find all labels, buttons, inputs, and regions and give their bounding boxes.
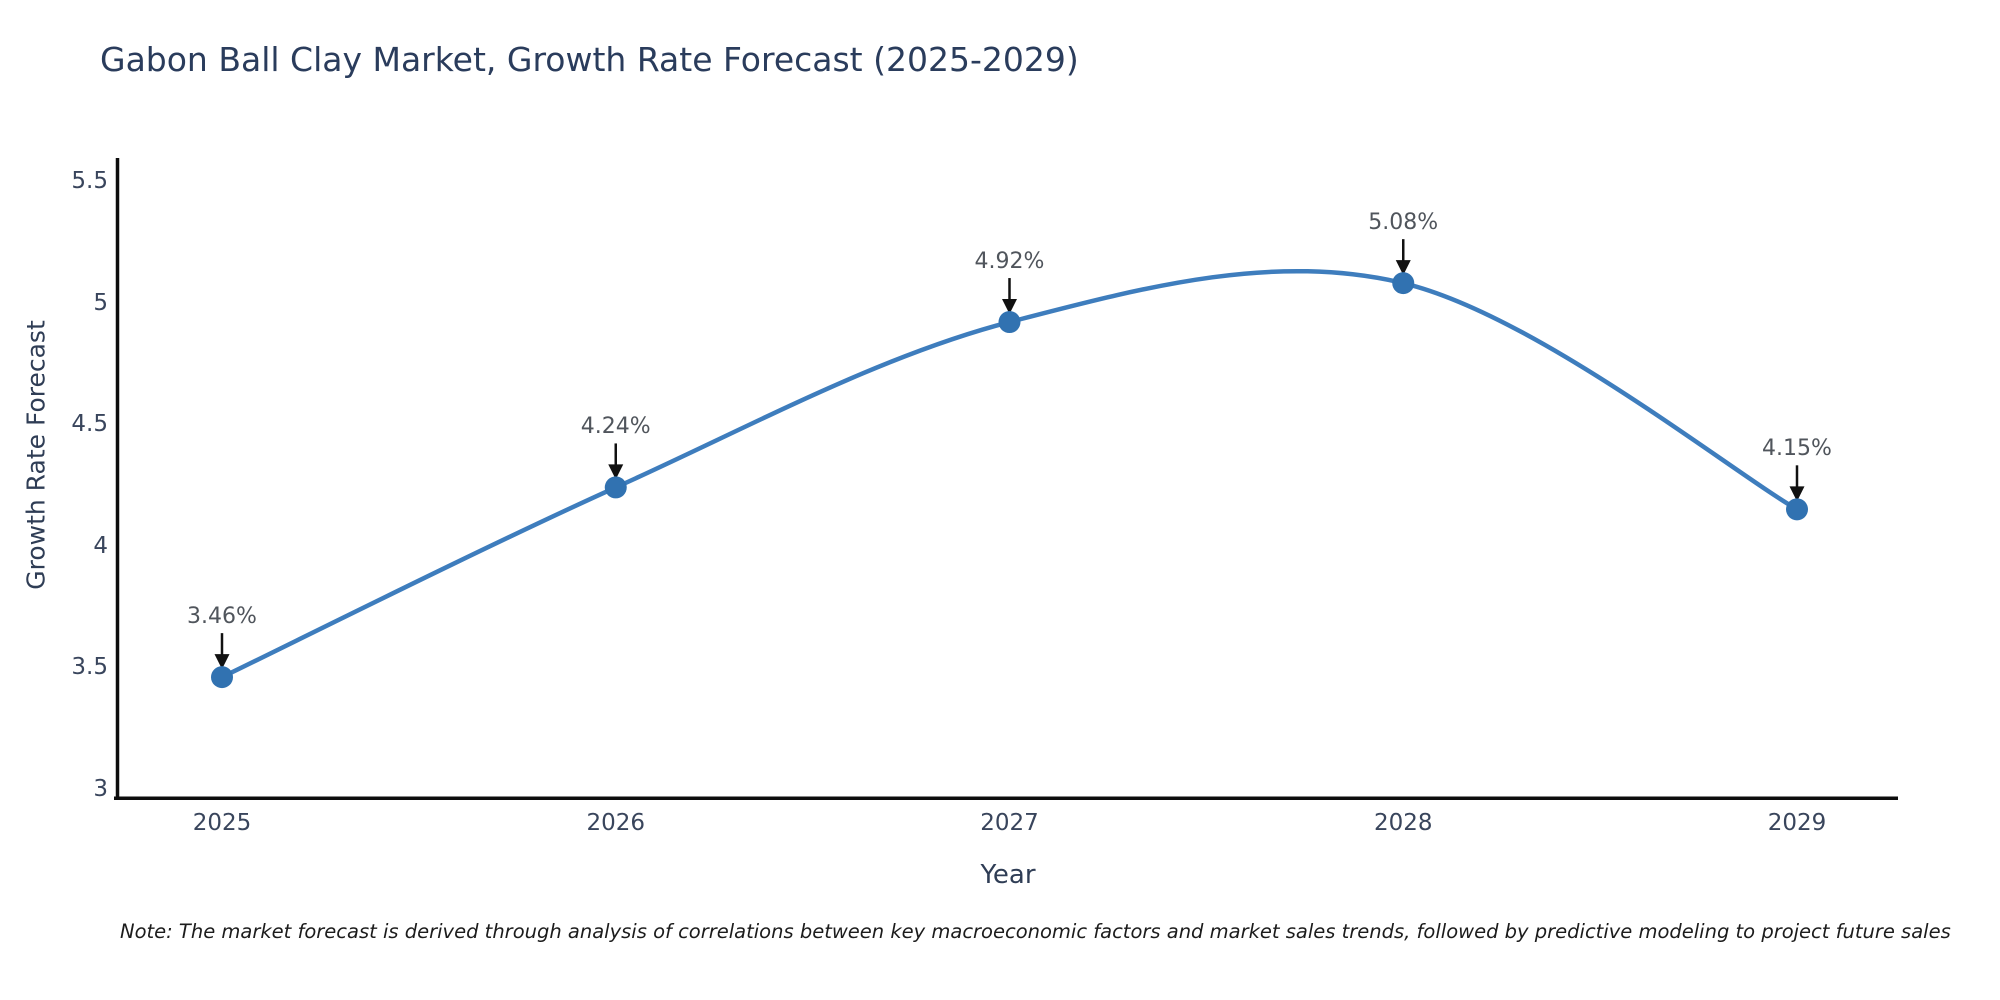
chart-title: Gabon Ball Clay Market, Growth Rate Fore… (100, 40, 1079, 79)
y-tick-label: 4 (93, 532, 108, 559)
y-tick-label: 3 (93, 776, 108, 802)
y-tick-label: 5 (93, 289, 108, 316)
annotation-arrowhead-icon (1395, 260, 1411, 276)
data-point-marker (211, 666, 233, 689)
point-value-label: 4.24% (580, 414, 651, 440)
annotation-arrowhead-icon (1789, 486, 1805, 502)
x-tick-label: 2026 (586, 810, 646, 836)
annotation-arrowhead-icon (214, 654, 230, 670)
y-tick-label: 4.5 (71, 411, 108, 438)
y-tick-label: 5.5 (71, 168, 108, 194)
annotation-arrowhead-icon (608, 464, 624, 480)
x-axis-title: Year (980, 860, 1036, 890)
x-tick-label: 2027 (980, 810, 1039, 836)
data-point-marker (998, 311, 1021, 334)
data-point-marker (604, 476, 627, 499)
point-value-label: 5.08% (1368, 210, 1439, 236)
x-tick-label: 2028 (1373, 810, 1433, 836)
data-point-marker (1392, 272, 1415, 295)
point-value-label: 4.15% (1762, 436, 1832, 462)
y-tick-label: 3.5 (71, 654, 108, 681)
footnote: Note: The market forecast is derived thr… (120, 920, 1951, 943)
data-point-marker (1786, 498, 1808, 521)
x-tick-label: 2025 (192, 810, 252, 836)
point-value-label: 4.92% (974, 249, 1045, 275)
point-value-label: 3.46% (187, 604, 257, 630)
x-tick-label: 2029 (1767, 810, 1827, 836)
annotation-arrowhead-icon (1002, 299, 1017, 315)
